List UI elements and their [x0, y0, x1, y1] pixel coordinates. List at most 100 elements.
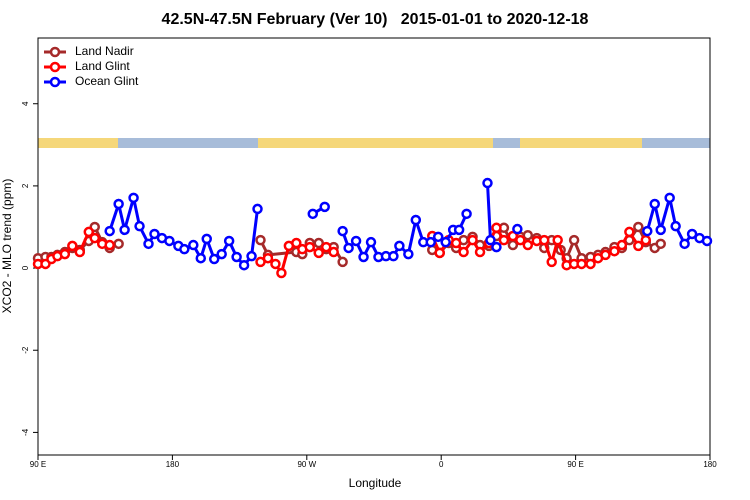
data-point [679, 238, 690, 250]
data-point [522, 239, 534, 251]
data-point [337, 225, 348, 237]
data-point [89, 232, 100, 244]
data-point [238, 259, 250, 271]
land-band [258, 138, 493, 148]
data-point [624, 226, 635, 238]
data-point [246, 250, 257, 262]
data-point [164, 235, 175, 247]
legend-marker [49, 46, 61, 58]
data-point [128, 192, 139, 204]
y-tick-label: 4 [21, 101, 30, 106]
data-point [522, 229, 534, 241]
data-point [320, 241, 332, 253]
data-point [432, 231, 444, 243]
data-point [491, 241, 502, 253]
data-point [83, 226, 95, 238]
data-point [149, 228, 160, 240]
data-point [546, 256, 557, 268]
data-point [585, 258, 596, 270]
data-point [609, 245, 620, 257]
x-axis-label: Longitude [349, 476, 402, 490]
legend-label: Land Nadir [75, 44, 134, 58]
data-point [291, 237, 302, 249]
data-point [640, 234, 652, 246]
data-point [440, 236, 451, 248]
x-tick-label: 180 [166, 460, 180, 469]
legend-label: Land Glint [75, 59, 130, 73]
data-point [208, 253, 220, 265]
data-point [59, 248, 71, 260]
data-point [328, 246, 339, 258]
data-point [670, 220, 681, 232]
data-point [538, 234, 550, 246]
data-point [67, 240, 78, 252]
x-tick-label: 90 W [297, 460, 316, 469]
data-point [113, 238, 124, 250]
legend-label: Ocean Glint [75, 74, 139, 88]
data-point [276, 267, 287, 279]
chart-title: 42.5N-47.5N February (Ver 10) 2015-01-01… [162, 11, 589, 28]
data-point [223, 235, 235, 247]
data-point [482, 177, 493, 189]
data-point [600, 249, 611, 261]
data-point [313, 247, 324, 259]
data-point [655, 238, 666, 250]
data-point [313, 237, 324, 249]
data-point [410, 214, 422, 226]
data-point [515, 234, 526, 246]
data-point [458, 246, 469, 258]
data-point [425, 236, 436, 248]
data-point [201, 233, 212, 245]
data-point [552, 234, 563, 246]
data-point [255, 234, 266, 246]
data-point [576, 258, 587, 270]
legend-marker [49, 76, 61, 88]
data-point [701, 235, 713, 247]
data-point [568, 234, 580, 246]
data-point [485, 234, 496, 246]
data-point [498, 234, 510, 246]
data-point [633, 240, 644, 252]
data-point [262, 252, 274, 264]
data-point [113, 198, 124, 210]
x-tick-label: 0 [439, 460, 444, 469]
data-point [119, 224, 130, 236]
x-tick-label: 90 E [567, 460, 583, 469]
surface-band [38, 138, 710, 148]
x-tick-label: 180 [703, 460, 717, 469]
data-point [179, 243, 190, 255]
y-axis-label: XCO2 - MLO trend (ppm) [0, 179, 14, 314]
data-point [307, 208, 319, 220]
land-band [520, 138, 642, 148]
land-band [38, 138, 118, 148]
data-point [358, 251, 369, 263]
plot-frame [37, 37, 711, 456]
data-point [512, 223, 523, 235]
data-point [467, 234, 478, 246]
x-tick-label: 90 E [30, 460, 46, 469]
legend-marker [49, 61, 61, 73]
y-tick-label: 2 [21, 183, 30, 188]
data-point [104, 225, 115, 237]
data-point [304, 241, 316, 253]
data-point [686, 228, 698, 240]
y-tick-label: -2 [21, 346, 30, 354]
data-point [252, 203, 263, 215]
data-point [642, 225, 653, 237]
data-point [216, 248, 227, 260]
data-point [337, 256, 348, 268]
data-point [664, 192, 675, 204]
data-point [655, 224, 666, 236]
data-point [195, 252, 207, 264]
data-point [649, 198, 660, 210]
data-point [633, 221, 644, 233]
data-point [388, 250, 399, 262]
y-tick-label: -4 [21, 428, 30, 436]
data-point [474, 246, 486, 258]
data-point [434, 247, 445, 259]
data-point [491, 222, 502, 234]
data-point [365, 236, 377, 248]
y-tick-label: 0 [21, 265, 30, 270]
data-point [461, 208, 472, 220]
